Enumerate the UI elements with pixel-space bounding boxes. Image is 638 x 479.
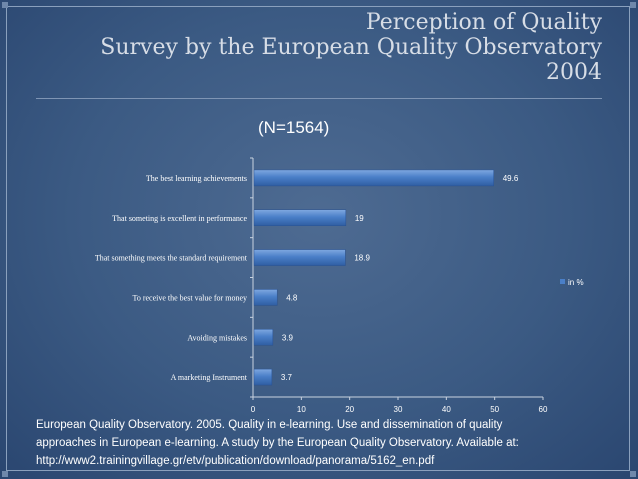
category-label: That something meets the standard requir… [95, 254, 248, 263]
value-label: 18.9 [354, 254, 370, 263]
x-tick-label: 50 [490, 405, 499, 414]
category-label: A marketing Instrument [171, 373, 248, 382]
corner-square-decoration [2, 2, 8, 8]
corner-square-decoration [630, 2, 636, 8]
value-label: 3.9 [282, 333, 294, 342]
slide-frame [6, 6, 630, 471]
legend-swatch [560, 279, 565, 284]
value-label: 19 [355, 214, 364, 223]
bar [253, 289, 278, 306]
bar [253, 209, 347, 226]
value-label: 49.6 [503, 174, 519, 183]
x-tick-label: 20 [345, 405, 354, 414]
citation-line: European Quality Observatory. 2005. Qual… [36, 419, 503, 431]
bar [253, 329, 274, 346]
x-tick-label: 10 [297, 405, 306, 414]
category-label: To receive the best value for money [132, 293, 247, 302]
slide-subtitle-line: Survey by the European Quality Observato… [100, 35, 602, 60]
citation-line: http://www2.trainingvillage.gr/etv/publi… [36, 455, 435, 467]
bar [253, 368, 273, 386]
legend-label: in % [568, 278, 584, 287]
bar [253, 169, 494, 187]
corner-square-decoration [2, 471, 8, 477]
category-label: Avoiding mistakes [187, 333, 247, 342]
category-label: That someting is excellent in performanc… [112, 214, 247, 223]
bar [253, 249, 346, 266]
x-tick-label: 40 [442, 405, 451, 414]
x-tick-label: 30 [394, 405, 403, 414]
sample-size-label: (N=1564) [258, 118, 330, 137]
title-divider [36, 98, 602, 99]
x-tick-label: 0 [251, 405, 256, 414]
slide-title-line: Perception of Quality [365, 10, 602, 35]
value-label: 3.7 [281, 373, 293, 382]
corner-square-decoration [630, 471, 636, 477]
x-tick-label: 60 [539, 405, 548, 414]
slide-title: Perception of Quality Survey by the Euro… [100, 10, 602, 85]
category-label: The best learning achievements [146, 174, 247, 183]
citation-text: European Quality Observatory. 2005. Qual… [36, 416, 616, 470]
slide-year-line: 2004 [546, 60, 602, 85]
value-label: 4.8 [286, 293, 298, 302]
citation-line: approaches in European e-learning. A stu… [36, 437, 519, 449]
